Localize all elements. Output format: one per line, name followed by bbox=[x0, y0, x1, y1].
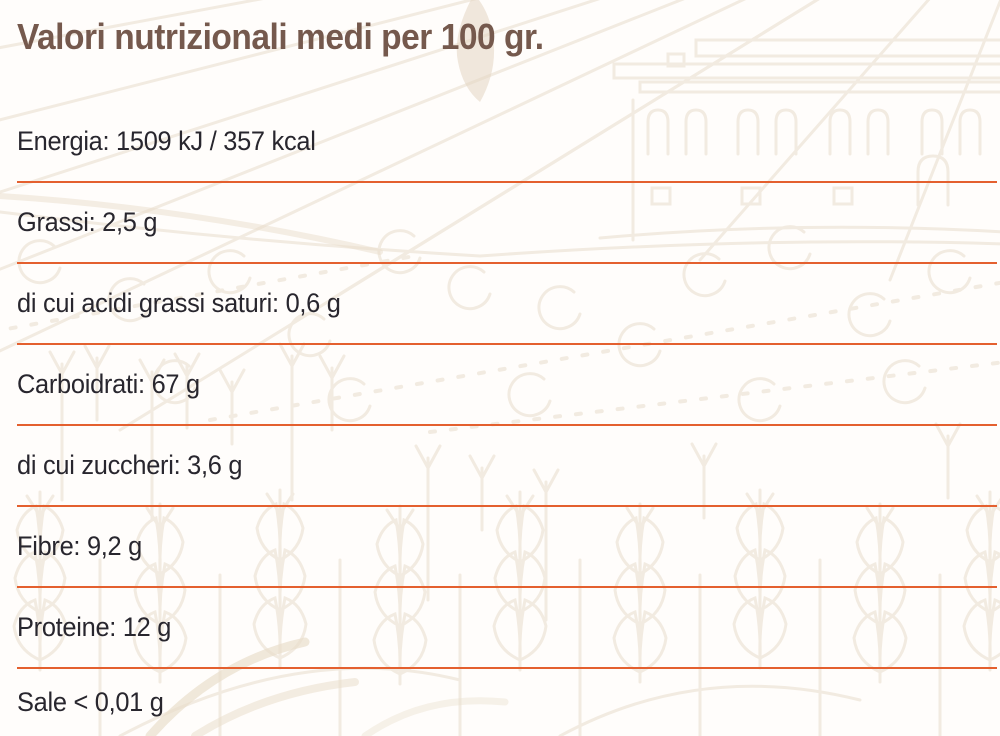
nutrition-row-grassi: Grassi: 2,5 g bbox=[17, 183, 997, 264]
nutrition-row-proteine: Proteine: 12 g bbox=[17, 588, 997, 669]
nutrition-row-grassi-saturi: di cui acidi grassi saturi: 0,6 g bbox=[17, 264, 997, 345]
nutrition-row-energia: Energia: 1509 kJ / 357 kcal bbox=[17, 102, 997, 183]
nutrition-row-fibre: Fibre: 9,2 g bbox=[17, 507, 997, 588]
nutrition-row-text: Fibre: 9,2 g bbox=[17, 531, 143, 561]
nutrition-row-text: Sale < 0,01 g bbox=[17, 687, 164, 717]
nutrition-row-text: Proteine: 12 g bbox=[17, 612, 172, 642]
nutrition-row-text: Carboidrati: 67 g bbox=[17, 369, 200, 399]
nutrition-row-carboidrati: Carboidrati: 67 g bbox=[17, 345, 997, 426]
nutrition-table: Energia: 1509 kJ / 357 kcal Grassi: 2,5 … bbox=[17, 102, 997, 736]
nutrition-row-text: Grassi: 2,5 g bbox=[17, 207, 158, 237]
nutrition-row-zuccheri: di cui zuccheri: 3,6 g bbox=[17, 426, 997, 507]
nutrition-row-text: di cui zuccheri: 3,6 g bbox=[17, 450, 243, 480]
page-title: Valori nutrizionali medi per 100 gr. bbox=[17, 16, 544, 57]
nutrition-row-text: Energia: 1509 kJ / 357 kcal bbox=[17, 126, 316, 156]
nutrition-row-text: di cui acidi grassi saturi: 0,6 g bbox=[17, 288, 341, 318]
nutrition-row-sale: Sale < 0,01 g bbox=[17, 669, 997, 736]
